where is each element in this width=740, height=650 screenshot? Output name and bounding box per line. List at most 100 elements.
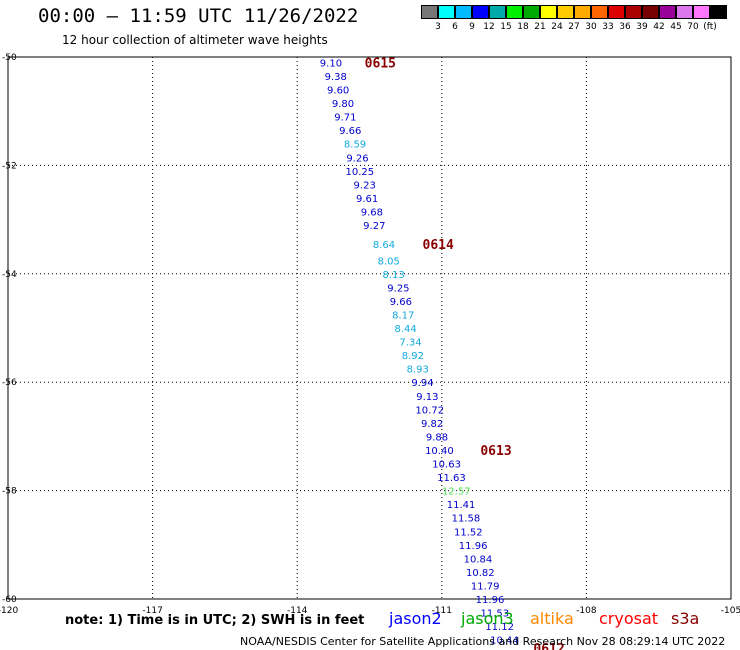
x-tick-label: -108 [576,606,597,616]
wave-height-label: 11.96 [476,595,505,606]
wave-height-label: 12.57 [442,487,471,498]
wave-height-label: 9.23 [354,180,376,191]
color-swatch [608,5,625,19]
wave-height-label: 11.79 [471,581,500,592]
wave-height-label: 10.63 [432,460,461,471]
y-tick-label: -50 [2,53,17,63]
color-swatch [455,5,472,19]
color-scale-label: 24 [551,22,563,32]
y-tick-label: -54 [2,270,17,280]
color-swatch [710,5,727,19]
page-title: 00:00 – 11:59 UTC 11/26/2022 [38,5,359,27]
color-scale-label: 30 [585,22,597,32]
x-tick-label: -114 [287,606,308,616]
color-swatch [438,5,455,19]
color-scale-label: 21 [534,22,546,32]
satellite-legend-item: jason2 [389,609,442,628]
wave-height-label: 11.63 [437,473,466,484]
x-tick-label: -120 [0,606,18,616]
color-scale-label: 27 [568,22,580,32]
pass-time-label: 0614 [423,238,454,253]
color-scale-label: 36 [619,22,631,32]
color-scale-label: 42 [653,22,665,32]
color-swatch [625,5,642,19]
x-tick-label: -117 [142,606,162,616]
y-tick-label: -52 [2,161,17,171]
page-subtitle: 12 hour collection of altimeter wave hei… [62,33,328,47]
wave-height-label: 10.82 [466,568,495,579]
wave-height-label: 9.68 [361,207,383,218]
satellite-legend-item: cryosat [599,609,659,628]
color-scale-label: 15 [500,22,512,32]
color-swatch [506,5,523,19]
wave-height-label: 11.58 [452,514,481,525]
wave-height-label: 7.34 [399,338,421,349]
color-scale-label: 33 [602,22,614,32]
wave-height-label: 8.92 [402,351,424,362]
color-swatch [540,5,557,19]
wave-height-label: 8.44 [395,324,417,335]
wave-height-label: 8.13 [382,270,404,281]
color-scale-label: 45 [670,22,682,32]
color-swatch [642,5,659,19]
wave-height-label: 9.27 [363,221,385,232]
credit-line: NOAA/NESDIS Center for Satellite Applica… [240,635,726,648]
color-swatch [676,5,693,19]
wave-height-label: 11.52 [454,527,483,538]
wave-height-label: 10.72 [415,405,444,416]
color-swatch [523,5,540,19]
wave-height-label: 9.66 [339,126,361,137]
wave-height-label: 11.12 [485,622,514,633]
wave-height-label: 8.64 [373,240,395,251]
plot-frame [7,56,732,600]
wave-height-label: 8.93 [407,365,429,376]
color-scale-label: 9 [469,22,475,32]
color-swatch [659,5,676,19]
wave-height-label: 10.84 [464,554,493,565]
wave-height-label: 9.80 [332,99,354,110]
color-scale-label: 6 [452,22,458,32]
wave-height-label: 9.25 [387,283,409,294]
wave-height-label: 9.71 [334,113,356,124]
wave-height-label: 10.25 [346,167,375,178]
color-scale-label: 70 [687,22,699,32]
wave-height-label: 11.53 [480,609,509,620]
wave-height-label: 9.38 [325,72,347,83]
x-tick-label: -105 [721,606,740,616]
wave-height-label: 9.66 [390,297,412,308]
color-scale-label: (ft) [703,22,717,32]
y-tick-label: -56 [2,378,17,388]
color-swatch [421,5,438,19]
wave-height-label: 9.88 [426,432,448,443]
wave-height-label: 9.82 [421,419,443,430]
pass-time-label: 0613 [480,444,511,459]
wave-height-label: 10.40 [425,446,454,457]
color-scale-label: 18 [517,22,529,32]
wave-height-label: 9.10 [320,58,342,69]
pass-time-label: 0612 [533,642,564,650]
color-swatch [557,5,574,19]
wave-height-label: 9.61 [356,194,378,205]
wave-height-label: 8.17 [392,310,414,321]
wave-height-label: 9.13 [416,392,438,403]
color-scale-label: 39 [636,22,648,32]
color-swatch [693,5,710,19]
color-swatch [472,5,489,19]
pass-time-label: 0615 [365,56,396,71]
wave-height-label: 11.96 [459,541,488,552]
color-scale-label: 3 [435,22,441,32]
x-tick-label: -111 [432,606,452,616]
color-swatch [591,5,608,19]
wave-height-label: 9.26 [346,153,368,164]
satellite-legend-item: jason3 [461,609,514,628]
wave-height-label: 9.60 [327,86,349,97]
wave-height-label: 8.59 [344,140,366,151]
wave-height-label: 11.41 [447,500,476,511]
wave-height-label: 9.94 [411,378,433,389]
color-swatch [574,5,591,19]
wave-height-label: 8.05 [378,256,400,267]
satellite-legend-item: s3a [671,609,700,628]
wave-height-label: 10.44 [490,636,519,647]
satellite-legend-item: altika [530,609,574,628]
